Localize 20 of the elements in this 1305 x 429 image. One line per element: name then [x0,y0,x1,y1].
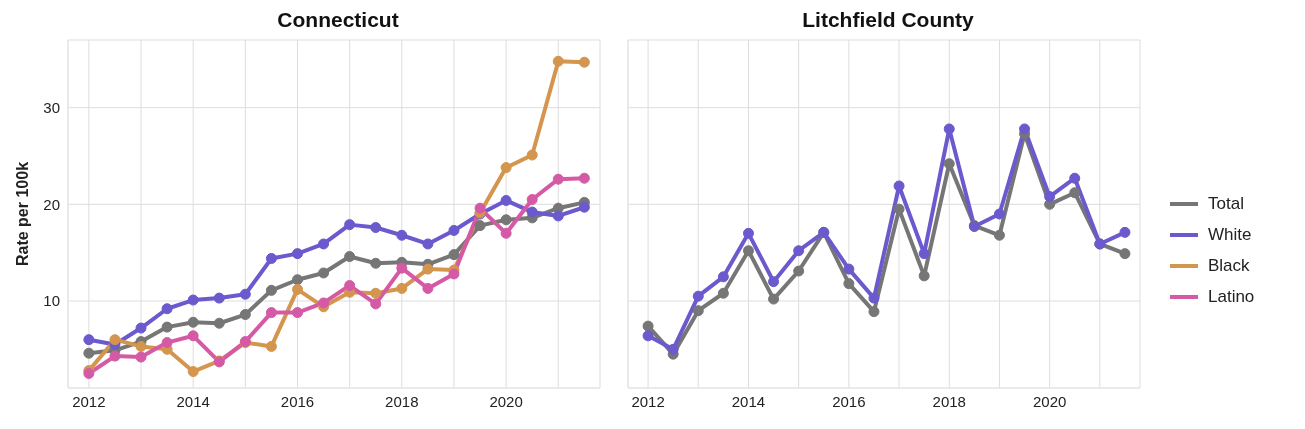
y-tick-label: 20 [43,195,60,213]
x-tick-label: 2018 [932,392,966,410]
x-tick-label: 2020 [489,392,523,410]
y-axis-title: Rate per 100k [13,161,31,267]
x-tick-label: 2012 [72,392,106,410]
x-tick-label: 2012 [631,392,665,410]
legend-label: Latino [1208,286,1255,307]
chart-title: Connecticut [276,8,400,33]
x-tick-label: 2018 [385,392,419,410]
x-tick-label: 2020 [1032,392,1067,410]
x-tick-label: 2014 [176,392,210,410]
x-tick-label: 2014 [731,392,766,410]
legend-label: Total [1208,193,1244,214]
y-tick-label: 10 [43,292,60,310]
x-tick-label: 2016 [280,392,315,410]
x-tick-label: 2016 [832,392,866,410]
chart-title: Litchfield County [801,8,975,33]
y-tick-label: 30 [43,98,60,116]
legend-label: White [1208,224,1252,245]
legend-label: Black [1208,255,1250,276]
